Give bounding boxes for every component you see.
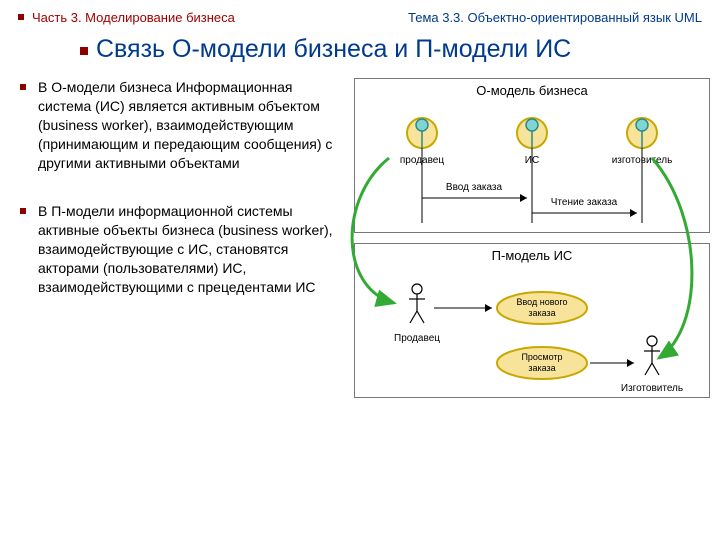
topic-label: Тема 3.3. Объектно-ориентированный язык … (408, 10, 702, 25)
paragraph-1: В О-модели бизнеса Информационная систем… (14, 78, 344, 172)
paragraph-2-text: В П-модели информационной системы активн… (38, 203, 333, 295)
usecase2-label2: заказа (528, 363, 555, 373)
bullet-icon (20, 84, 26, 90)
o-model-svg: продавец ИС изготовитель Ввод заказа Чтени… (355, 98, 709, 228)
worker-label: ИС (525, 155, 539, 166)
text-column: В О-модели бизнеса Информационная систем… (14, 78, 344, 398)
bullet-icon (20, 208, 26, 214)
part-text: Часть 3. Моделирование бизнеса (32, 10, 235, 25)
p-model-title: П-модель ИС (355, 244, 709, 263)
usecase1-label2: заказа (528, 308, 555, 318)
usecase1-label: Ввод нового (517, 297, 568, 307)
bullet-icon (80, 47, 88, 55)
actor2-label: Изготовитель (621, 383, 683, 393)
title-text: Связь О-модели бизнеса и П-модели ИС (96, 35, 571, 63)
o-model-title: О-модель бизнеса (355, 79, 709, 98)
p-model-panel: П-модель ИС Продавец Ввод нового заказа … (354, 243, 710, 398)
topic-text: Тема 3.3. Объектно-ориентированный язык … (408, 10, 702, 25)
msg1-label: Ввод заказа (446, 182, 503, 193)
worker-label: изготовитель (612, 155, 673, 166)
page-title: Связь О-модели бизнеса и П-модели ИС (80, 35, 720, 64)
p-model-svg: Продавец Ввод нового заказа Просмотр зак… (355, 263, 709, 393)
msg2-label: Чтение заказа (551, 197, 618, 208)
actor1-label: Продавец (394, 333, 440, 344)
o-model-panel: О-модель бизнеса продавец ИС изготовитель … (354, 78, 710, 233)
paragraph-1-text: В О-модели бизнеса Информационная систем… (38, 79, 332, 171)
bullet-icon (18, 14, 24, 20)
diagram-column: О-модель бизнеса продавец ИС изготовитель … (354, 78, 710, 398)
part-label: Часть 3. Моделирование бизнеса (18, 10, 235, 25)
usecase2-label: Просмотр (521, 352, 562, 362)
paragraph-2: В П-модели информационной системы активн… (14, 202, 344, 296)
worker-label: продавец (400, 155, 444, 166)
